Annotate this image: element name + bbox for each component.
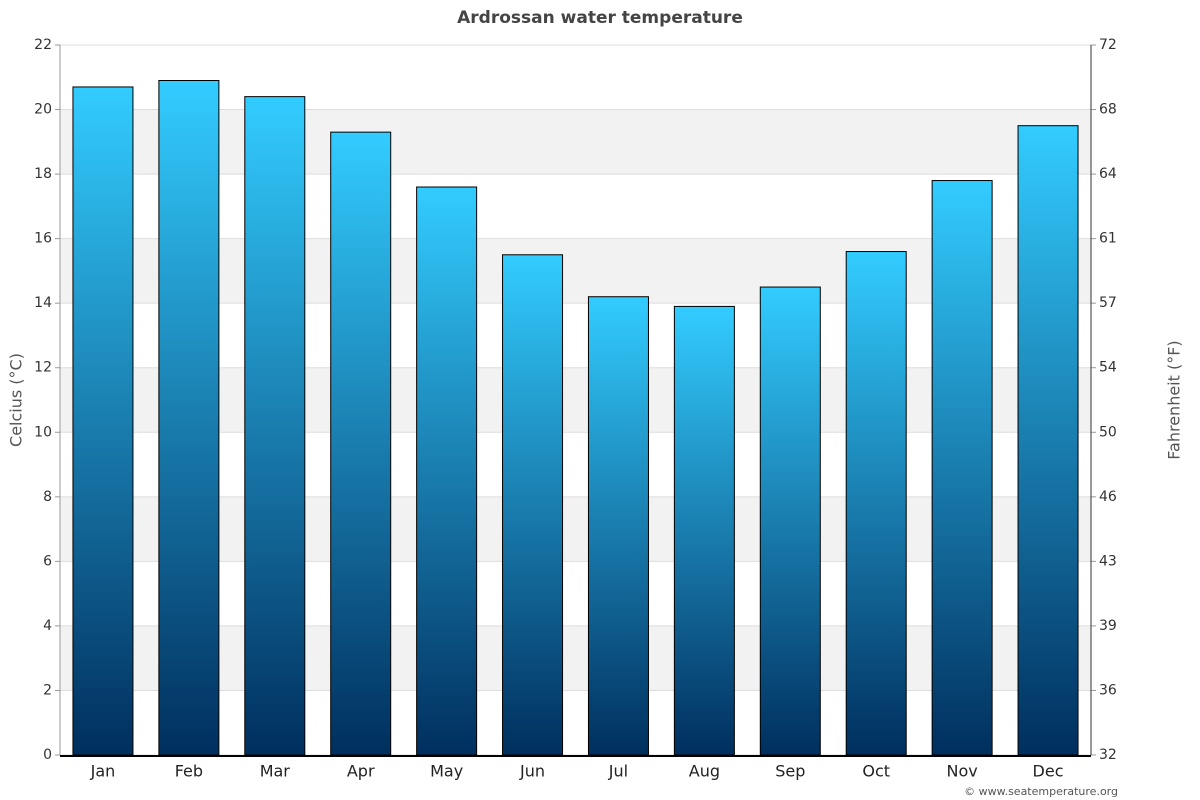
y-axis-label: Celcius (°C) — [7, 353, 26, 447]
y-tick-label: 18 — [34, 166, 52, 182]
y-tick-label: 14 — [34, 295, 52, 311]
y2-tick-label: 64 — [1099, 166, 1117, 182]
bar — [1017, 125, 1079, 756]
y-tick-label: 8 — [43, 489, 52, 505]
y2-tick-label: 72 — [1099, 37, 1117, 53]
x-tick-label: Dec — [1033, 762, 1064, 781]
grid-band — [60, 238, 1091, 304]
bar — [673, 305, 735, 756]
x-tick-label: Jun — [519, 762, 545, 781]
y-tick-label: 12 — [34, 360, 52, 376]
y-tick-label: 6 — [43, 553, 52, 569]
chart-title: Ardrossan water temperature — [457, 8, 743, 28]
bar — [158, 80, 220, 756]
y2-tick-label: 57 — [1099, 295, 1117, 311]
y-tick-label: 4 — [43, 618, 52, 634]
grid-band — [60, 496, 1091, 562]
grid-band — [60, 109, 1091, 175]
bar — [931, 180, 993, 756]
x-tick-label: Apr — [347, 762, 375, 781]
bar — [330, 131, 392, 756]
y2-tick-label: 50 — [1099, 424, 1117, 440]
y2-axis-label: Fahrenheit (°F) — [1165, 340, 1184, 459]
bar — [416, 186, 478, 756]
bar — [587, 296, 649, 756]
grid-band — [60, 625, 1091, 691]
x-tick-label: Jul — [608, 762, 628, 781]
bar — [845, 251, 907, 756]
y2-tick-label: 54 — [1099, 360, 1117, 376]
y2-tick-label: 43 — [1099, 553, 1117, 569]
bar — [502, 254, 564, 756]
bar — [759, 286, 821, 756]
x-tick-label: Oct — [862, 762, 890, 781]
x-tick-label: Aug — [689, 762, 720, 781]
y2-tick-label: 46 — [1099, 489, 1117, 505]
y2-tick-label: 68 — [1099, 102, 1117, 118]
y-tick-label: 2 — [43, 682, 52, 698]
x-tick-label: May — [430, 762, 463, 781]
y-tick-label: 10 — [34, 424, 52, 440]
credit: © www.seatemperature.org — [964, 785, 1118, 798]
y-tick-label: 0 — [43, 747, 52, 763]
x-tick-label: Nov — [947, 762, 978, 781]
bar — [244, 96, 306, 756]
y-tick-label: 20 — [34, 102, 52, 118]
y2-tick-label: 36 — [1099, 682, 1117, 698]
y-tick-label: 16 — [34, 231, 52, 247]
x-tick-label: Sep — [775, 762, 805, 781]
x-tick-label: Mar — [260, 762, 291, 781]
bar — [72, 86, 134, 756]
x-tick-label: Feb — [175, 762, 203, 781]
grid-band — [60, 367, 1091, 433]
x-tick-label: Jan — [90, 762, 116, 781]
y2-tick-label: 39 — [1099, 618, 1117, 634]
y-tick-label: 22 — [34, 37, 52, 53]
y2-tick-label: 32 — [1099, 747, 1117, 763]
y2-tick-label: 61 — [1099, 231, 1117, 247]
